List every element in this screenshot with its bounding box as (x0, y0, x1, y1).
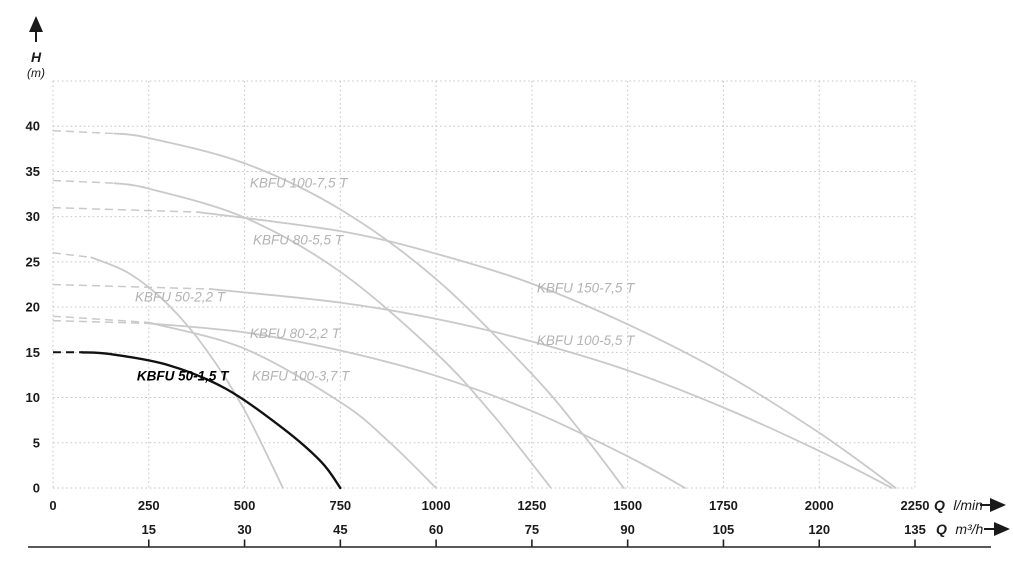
y-axis-tick-label: 5 (33, 435, 40, 450)
x-secondary-tick-label: 105 (713, 522, 735, 537)
x-primary-unit-symbol: Q (934, 497, 945, 513)
x-primary-tick-label: 1000 (422, 498, 451, 513)
y-axis-tick-label: 30 (26, 209, 40, 224)
curve-kbfu-100-3-7-t (147, 322, 686, 489)
curve-kbfu-150-7-5-t-label: KBFU 150-7,5 T (537, 281, 636, 296)
chart-grid (52, 80, 916, 489)
x-primary-tick-label: 1250 (517, 498, 546, 513)
curve-kbfu-100-5-5-t-label: KBFU 100-5,5 T (537, 333, 636, 348)
y-axis-symbol: H (31, 49, 42, 65)
y-axis-tick-label: 40 (26, 119, 40, 134)
x-primary-tick-label: 250 (138, 498, 160, 513)
curve-kbfu-80-2-2-t (147, 321, 437, 489)
y-axis-unit: (m) (27, 66, 45, 80)
x-primary-tick-label: 0 (49, 498, 56, 513)
x-primary-tick-label: 2000 (805, 498, 834, 513)
curve-kbfu-150-7-5-t-dashed (52, 206, 199, 213)
x-secondary-tick-label: 15 (142, 522, 156, 537)
curve-kbfu-50-1-5-t-label: KBFU 50-1,5 T (137, 368, 230, 383)
x-secondary-tick-label: 120 (808, 522, 830, 537)
x-primary-tick-label: 1500 (613, 498, 642, 513)
axis-ticks-layer: 0 5 10 15 20 25 30 35 40 0 250 500 750 1000 1250 1500 17… (26, 119, 991, 548)
x-primary-unit-label: Q l/min (934, 497, 983, 514)
x-primary-tick-label: 2250 (901, 498, 930, 513)
curve-kbfu-100-5-5-t (209, 288, 893, 489)
x-secondary-tick-label: 135 (904, 522, 926, 537)
curve-kbfu-50-2-2-t-dashed (52, 252, 92, 259)
curve-kbfu-100-3-7-t-dashed (52, 319, 149, 325)
x-secondary-unit-symbol: Q (936, 521, 947, 537)
x-secondary-tick-label: 45 (333, 522, 347, 537)
x-primary-tick-label: 1750 (709, 498, 738, 513)
y-axis-tick-label: 10 (26, 390, 40, 405)
curve-labels-layer: KBFU 100-7,5 T KBFU 80-5,5 T KBFU 150-7,5 … (135, 176, 636, 384)
y-axis-tick-label: 15 (26, 345, 40, 360)
x-secondary-tick-label: 60 (429, 522, 443, 537)
curve-kbfu-50-1-5-t (80, 351, 342, 490)
x-secondary-tick-label: 90 (620, 522, 634, 537)
x-secondary-tick-label: 30 (237, 522, 251, 537)
curve-kbfu-50-2-2-t-label: KBFU 50-2,2 T (135, 290, 227, 305)
x-secondary-tick-label: 75 (525, 522, 539, 537)
y-axis-tick-label: 25 (26, 254, 40, 269)
x-primary-tick-label: 750 (329, 498, 351, 513)
curve-kbfu-80-5-5-t-dashed (52, 179, 115, 184)
curve-kbfu-100-3-7-t-label: KBFU 100-3,7 T (252, 368, 351, 383)
x-primary-tick-label: 500 (234, 498, 256, 513)
y-axis-tick-label: 0 (33, 481, 40, 496)
curve-kbfu-150-7-5-t (197, 211, 897, 489)
x-primary-unit-text: l/min (953, 497, 983, 513)
curve-kbfu-100-7-5-t (113, 132, 625, 489)
curve-kbfu-100-7-5-t-label: KBFU 100-7,5 T (250, 176, 349, 191)
curves-layer (52, 129, 897, 490)
y-axis-tick-label: 20 (26, 300, 40, 315)
x-secondary-unit-text: m³/h (955, 521, 983, 537)
curve-kbfu-80-5-5-t (113, 182, 552, 489)
y-axis-tick-label: 35 (26, 164, 40, 179)
x-secondary-unit-label: Q m³/h (936, 521, 984, 538)
curve-kbfu-100-7-5-t-dashed (52, 129, 115, 135)
curve-kbfu-80-2-2-t-label: KBFU 80-2,2 T (250, 326, 342, 341)
curve-kbfu-80-2-2-t-dashed (52, 315, 149, 324)
curve-kbfu-100-5-5-t-dashed (52, 283, 211, 290)
curve-kbfu-80-5-5-t-label: KBFU 80-5,5 T (253, 233, 345, 248)
